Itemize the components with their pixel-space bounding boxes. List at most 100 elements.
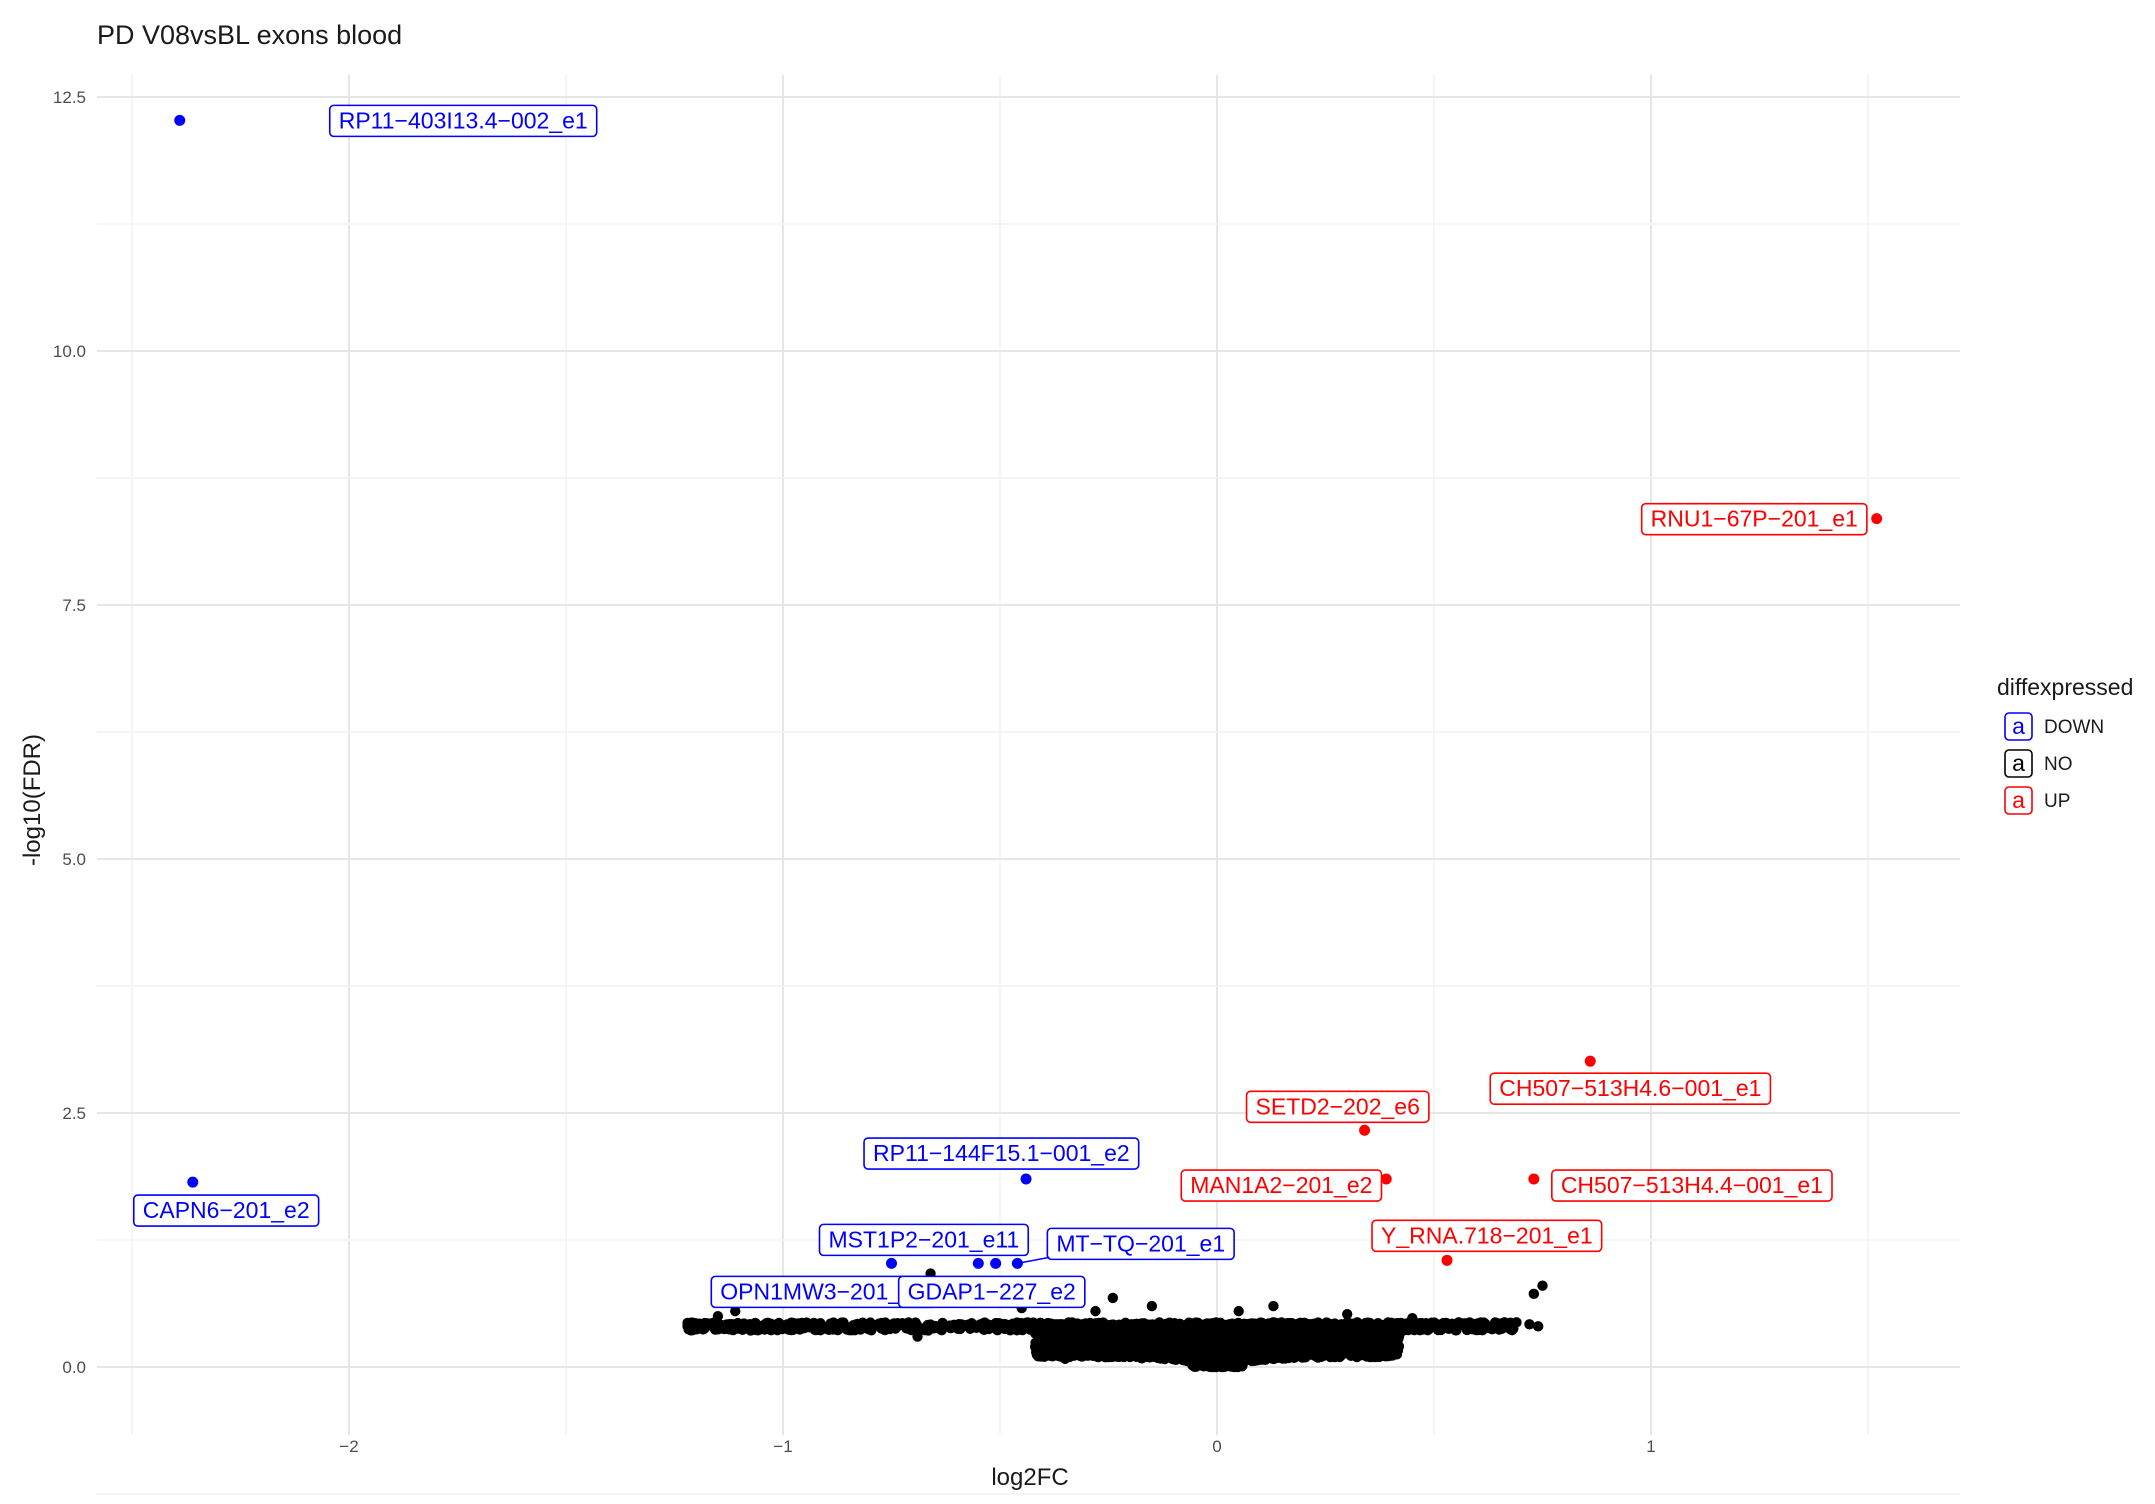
point-down [174,114,186,126]
label-text: CAPN6−201_e2 [143,1197,310,1223]
point-label: Y_RNA.718−201_e1 [1371,1219,1603,1253]
point-no [1306,1331,1317,1343]
label-box [818,1223,1030,1257]
point-no [968,1320,980,1332]
point-no [1423,1322,1434,1333]
point-no [817,1321,829,1333]
point-no [1287,1343,1298,1354]
legend-label: DOWN [2044,717,2104,738]
point-label: RP11−403I13.4−002_e1 [328,104,598,138]
point-no [1407,1313,1418,1324]
point-no [841,1324,853,1335]
point-no [1392,1320,1403,1332]
point-no [1233,1305,1244,1317]
point-no [1038,1325,1050,1336]
point-no [1253,1320,1264,1332]
point-no [1459,1318,1470,1329]
label-text: OPN1MW3−201_e6 [720,1278,926,1304]
point-no [1104,1350,1115,1362]
point-no [1079,1330,1090,1341]
legend-label: UP [2044,791,2070,812]
label-text: MST1P2−201_e11 [829,1226,1020,1252]
point-no [1198,1320,1210,1331]
point-no [954,1323,966,1335]
point-no [1376,1331,1387,1342]
point-label: MST1P2−201_e11 [818,1223,1030,1257]
point-no [1114,1351,1125,1363]
point-no [1154,1351,1165,1363]
point-down [990,1257,1002,1269]
point-no [1259,1341,1270,1353]
point-no [1107,1292,1119,1304]
point-up [1871,513,1883,525]
point-no [1237,1352,1248,1364]
point-label: CH507−513H4.4−001_e1 [1551,1169,1833,1202]
point-up [1441,1254,1453,1266]
point-no [1077,1321,1088,1333]
chart-title: PD V08vsBL exons blood [97,20,402,50]
y-tick-label: 7.5 [62,596,86,615]
point-labels: RP11−403I13.4−002_e1 CAPN6−201_e2 RP11−144… [132,104,1868,1309]
point-no [1206,1344,1217,1355]
legend-item: a NO [2004,749,2073,778]
point-no [1059,1353,1071,1365]
point-cloud-no [682,1268,1548,1373]
point-no [1094,1333,1106,1345]
point-no [1201,1354,1212,1366]
label-box [897,1275,1086,1309]
label-box [1371,1219,1603,1253]
label-box [1245,1090,1430,1124]
point-no [1177,1325,1188,1336]
point-label: OPN1MW3−201_e6 [710,1275,937,1309]
point-no [1265,1333,1277,1344]
point-down [1020,1173,1032,1185]
x-axis-title: log2FC [991,1464,1068,1491]
point-no [1325,1349,1336,1361]
point-no [1304,1323,1315,1334]
point-no [738,1321,750,1332]
legend-item: a UP [2004,786,2070,815]
point-no [1188,1342,1199,1353]
label-text: RP11−144F15.1−001_e2 [873,1140,1130,1166]
point-down [187,1176,199,1188]
label-text: Y_RNA.718−201_e1 [1381,1222,1593,1248]
point-no [1493,1321,1505,1332]
point-no [1138,1337,1150,1348]
point-no [1268,1300,1279,1312]
legend-key [2004,786,2033,815]
point-no [1197,1346,1208,1358]
point-no [1377,1339,1389,1350]
point-no [1250,1333,1261,1344]
label-text: MAN1A2−201_e2 [1190,1172,1372,1198]
point-no [1092,1343,1103,1354]
x-tick-label: 1 [1646,1437,1655,1456]
point-no [1219,1322,1231,1333]
plot-grid [97,75,1960,1495]
point-no [1532,1321,1544,1332]
point-no [1090,1305,1101,1317]
point-no [1064,1341,1075,1352]
point-no [1278,1325,1289,1336]
point-no [1314,1328,1325,1339]
point-no [910,1318,922,1329]
point-no [1375,1322,1386,1333]
label-box [1046,1227,1235,1261]
point-no [1169,1344,1181,1355]
point-no [800,1321,812,1333]
point-no [1331,1323,1343,1334]
point-label: RP11−144F15.1−001_e2 [863,1137,1140,1170]
point-no [1030,1325,1042,1336]
point-no [1226,1361,1237,1372]
point-no [1472,1319,1483,1330]
label-text: SETD2−202_e6 [1256,1093,1420,1119]
point-no [1076,1351,1088,1362]
point-no [1320,1341,1331,1352]
point-no [912,1331,923,1342]
label-box [863,1137,1140,1170]
point-no [753,1322,764,1333]
y-tick-label: 0.0 [62,1358,86,1377]
point-label: MAN1A2−201_e2 [1180,1169,1383,1202]
point-up [1584,1055,1596,1067]
point-no [1209,1330,1220,1341]
